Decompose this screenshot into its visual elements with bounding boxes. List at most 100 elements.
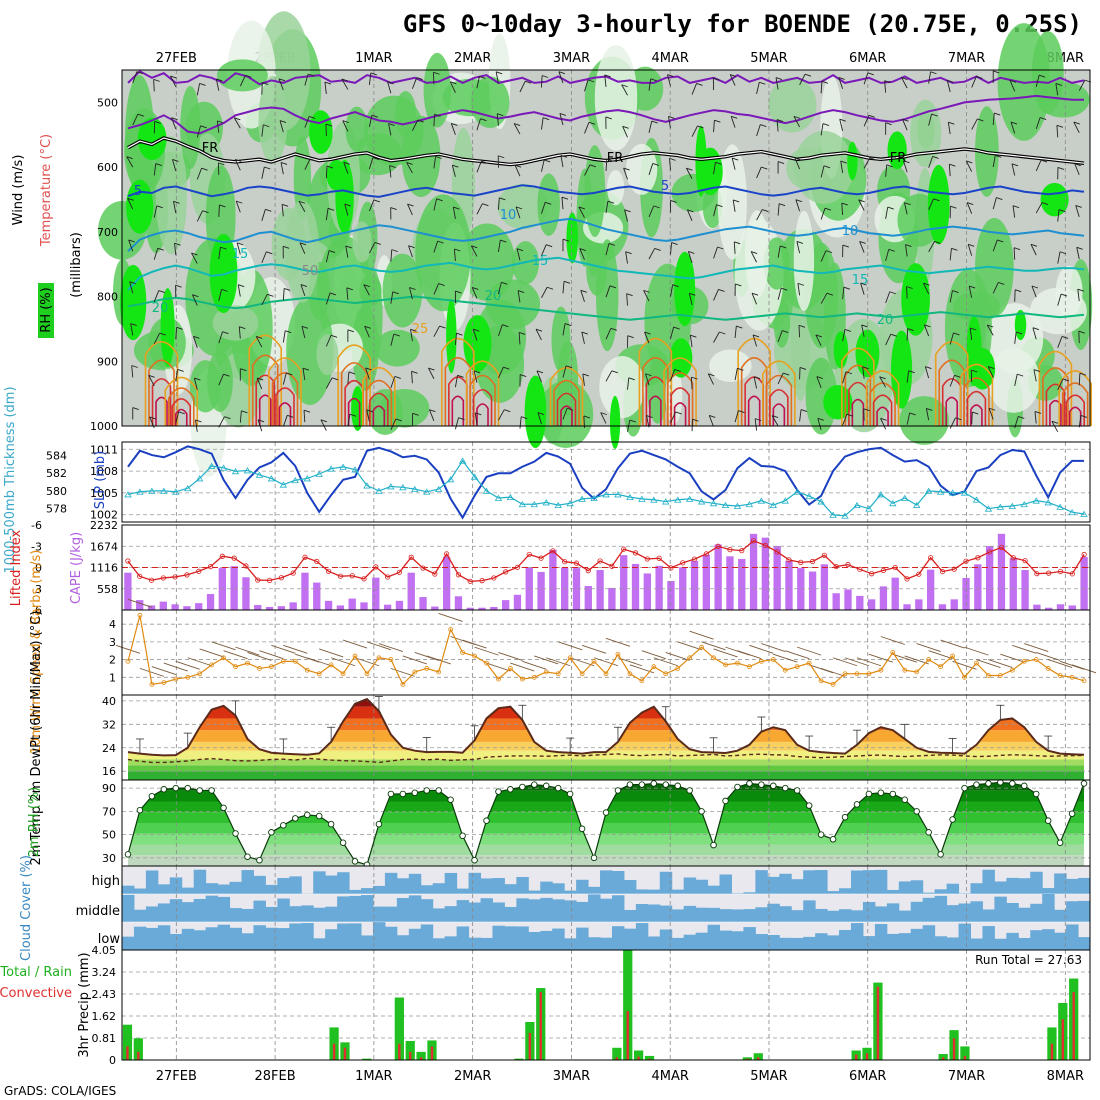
ylabel-cloud: Cloud Cover (%) — [19, 855, 34, 961]
wind-barb-flag — [955, 417, 962, 421]
wind-barb-flag — [751, 292, 759, 296]
wind-barb — [300, 284, 306, 297]
wind-barb-flag — [995, 154, 1002, 158]
wind-barb-10m — [916, 643, 941, 653]
wind-barb — [904, 202, 908, 215]
wind-barb — [1014, 374, 1018, 386]
wind-barb-flag — [688, 251, 695, 254]
cape-bar — [1056, 604, 1065, 610]
wind-barb-flag — [1034, 411, 1042, 414]
thickness-point — [1056, 503, 1064, 510]
wind-barb-flag — [868, 114, 875, 118]
cloud-bar — [193, 930, 207, 950]
wind-barb — [389, 165, 392, 178]
cloud-bar — [588, 894, 601, 922]
wind-barb — [513, 123, 521, 135]
wind-barb — [561, 197, 564, 210]
wind-barb-flag — [625, 251, 632, 255]
wind-barb-flag — [456, 332, 463, 336]
rh-point — [423, 787, 430, 794]
wind-barb-flag — [558, 71, 566, 75]
thickness-point — [184, 484, 192, 492]
wind-barb — [470, 245, 478, 257]
cloud-bar — [145, 906, 159, 922]
cloud-bar — [277, 928, 290, 950]
cloud-bar — [647, 889, 661, 894]
rh-point — [339, 839, 347, 847]
cape-bar — [360, 602, 368, 610]
wind-barb-flag — [410, 328, 417, 332]
wind-barb-flag — [908, 370, 915, 374]
wind-barb-flag — [646, 415, 653, 418]
wind-barb-flag — [328, 250, 336, 253]
wind-barb — [734, 410, 739, 423]
thickness-point — [267, 475, 276, 482]
cloud-bar — [1006, 902, 1019, 922]
wind-barb-10m — [1047, 659, 1073, 668]
li-point — [939, 568, 946, 575]
ylabel-lifted-index: Lifted Index — [9, 529, 24, 606]
wind-barb — [750, 251, 757, 263]
rh-swatch — [38, 283, 54, 338]
wind-barb-flag — [750, 251, 758, 254]
rh-point — [268, 829, 275, 836]
wind-barb — [261, 251, 267, 264]
wind-speed-point — [209, 662, 215, 668]
cape-bar — [702, 554, 711, 610]
wind-barb-flag — [587, 79, 595, 83]
cloud-bar — [480, 898, 493, 922]
wind-barb — [407, 203, 413, 216]
wind-barb-flag — [546, 244, 553, 248]
cape-bar — [950, 599, 958, 610]
rh-point — [554, 784, 562, 792]
cloud-bar — [540, 897, 553, 922]
cloud-bar — [1054, 932, 1067, 950]
wind-barb-flag — [388, 123, 395, 127]
wind-barb — [261, 166, 265, 179]
rh-point — [327, 820, 335, 828]
wind-speed-point — [137, 612, 143, 618]
cape-bar — [867, 599, 876, 610]
bottom-date-label: 1MAR — [355, 1069, 392, 1084]
wind-barb-flag — [1061, 336, 1069, 339]
wind-barb — [449, 81, 456, 93]
cape-bar — [431, 606, 439, 610]
cloud-bar — [265, 906, 278, 922]
rh-patch — [470, 76, 510, 128]
wind-barb — [410, 329, 413, 342]
wind-barb — [863, 72, 869, 85]
wind-barb-flag — [1073, 121, 1080, 125]
cape-contour — [841, 347, 875, 426]
top-date-label: 27FEB — [156, 51, 197, 66]
wind-barb — [304, 158, 311, 170]
wind-barb-flag — [363, 284, 370, 288]
precip-total-bar — [960, 1046, 970, 1060]
wind-barb-10m — [713, 648, 738, 658]
wind-barb-flag — [129, 281, 136, 285]
wind-barb-flag — [1075, 205, 1082, 208]
temp-band — [127, 730, 1085, 742]
wind-barb-flag — [364, 325, 371, 329]
cape-contour — [275, 387, 295, 426]
wind-barb — [476, 203, 483, 215]
wind-barb-flag — [373, 199, 381, 203]
wind-barb — [923, 282, 930, 295]
wind-barb — [1010, 121, 1016, 134]
cloud-bar — [659, 871, 673, 894]
wind-speed-point — [328, 662, 334, 668]
cloud-bar — [994, 896, 1007, 922]
cape-contour — [872, 394, 893, 426]
rh-high-patch — [1040, 182, 1069, 217]
cloud-bar — [241, 870, 254, 894]
rh-bands — [127, 782, 1085, 866]
wind-barb-flag — [902, 118, 909, 122]
rh-point — [758, 781, 765, 788]
thickness-point — [721, 501, 730, 509]
wind-barb-10m — [438, 613, 463, 622]
wind-barb-10m — [402, 655, 427, 665]
thickness-point — [279, 481, 288, 488]
cape-contour — [938, 359, 966, 426]
wind-barb — [127, 198, 134, 210]
wind-barb — [299, 242, 306, 255]
wind-barb-flag — [1056, 124, 1064, 128]
